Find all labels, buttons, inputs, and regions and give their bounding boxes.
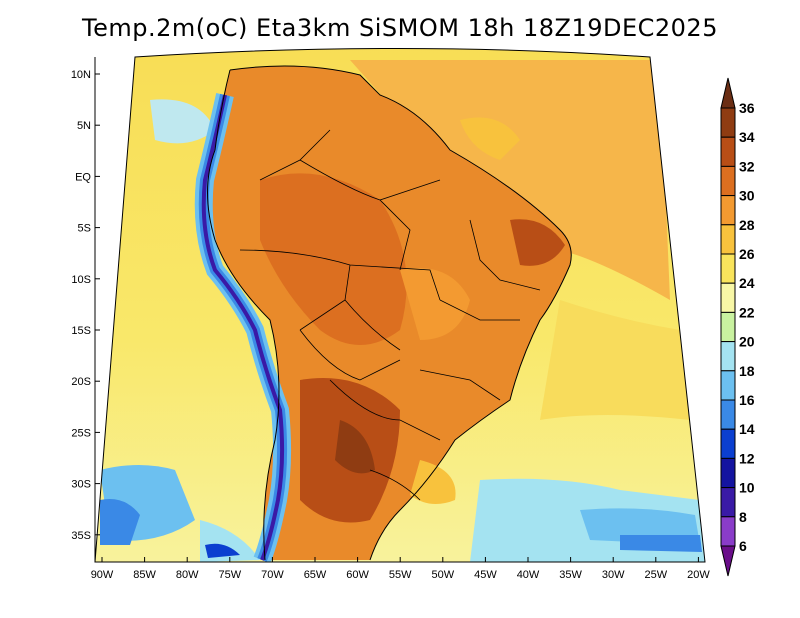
colorbar-label: 22 bbox=[739, 304, 755, 320]
colorbar-label: 6 bbox=[739, 538, 747, 554]
map-title: Temp.2m(oC) Eta3km SiSMOM 18h 18Z19DEC20… bbox=[82, 14, 718, 42]
colorbar-label: 26 bbox=[739, 246, 755, 262]
lon-tick-label: 45W bbox=[474, 569, 497, 581]
colorbar-segment bbox=[720, 165, 736, 197]
colorbar-segment bbox=[720, 253, 736, 284]
lon-tick-label: 75W bbox=[218, 569, 241, 581]
lon-tick-label: 35W bbox=[559, 569, 582, 581]
temperature-field bbox=[95, 48, 705, 562]
lat-tick-label: 30S bbox=[71, 479, 91, 491]
colorbar-segment bbox=[720, 195, 736, 226]
lat-tick-label: 5S bbox=[78, 223, 91, 235]
lat-tick-label: 35S bbox=[71, 530, 91, 542]
colorbar-segment bbox=[720, 370, 736, 401]
colorbar-bottom-arrow bbox=[720, 545, 736, 577]
latitude-axis: 10N 5N EQ 5S 10S 15S 20S 25S 30S 35S bbox=[71, 69, 100, 542]
lat-tick-label: 10N bbox=[71, 69, 91, 81]
colorbar-label: 30 bbox=[739, 188, 755, 204]
colorbar-segment bbox=[720, 457, 736, 489]
colorbar-label: 28 bbox=[739, 217, 755, 233]
longitude-axis: 90W 85W 80W 75W 70W 65W 60W 55W 50W 45W 40W 35W 30W 2… bbox=[91, 557, 710, 581]
lon-tick-label: 20W bbox=[687, 569, 710, 581]
lon-tick-label: 70W bbox=[261, 569, 284, 581]
lat-tick-label: 10S bbox=[71, 274, 91, 286]
lon-tick-label: 90W bbox=[91, 569, 114, 581]
lon-tick-label: 65W bbox=[304, 569, 327, 581]
colorbar-label: 36 bbox=[739, 100, 755, 116]
colorbar-label: 14 bbox=[739, 421, 755, 437]
lon-tick-label: 30W bbox=[602, 569, 625, 581]
colorbar-label: 8 bbox=[739, 509, 747, 525]
lon-tick-label: 80W bbox=[176, 569, 199, 581]
colorbar-top-arrow bbox=[720, 77, 736, 109]
colorbar-segment bbox=[720, 282, 736, 313]
colorbar-segment bbox=[720, 341, 736, 372]
colorbar-segment bbox=[720, 399, 736, 430]
lon-tick-label: 55W bbox=[389, 569, 412, 581]
lat-tick-label: 15S bbox=[71, 325, 91, 337]
lon-tick-label: 50W bbox=[431, 569, 454, 581]
colorbar-label: 24 bbox=[739, 275, 755, 291]
colorbar-label: 34 bbox=[739, 129, 755, 145]
colorbar-segment bbox=[720, 107, 736, 138]
lat-tick-label: 25S bbox=[71, 427, 91, 439]
colorbar-segment bbox=[720, 428, 736, 459]
lon-tick-label: 25W bbox=[644, 569, 667, 581]
lon-tick-label: 85W bbox=[133, 569, 156, 581]
colorbar: 36 34 32 30 28 26 24 22 20 18 16 14 12 10 8 6 bbox=[720, 77, 755, 577]
colorbar-label: 20 bbox=[739, 334, 755, 350]
colorbar-segment bbox=[720, 136, 736, 167]
lat-tick-label: 20S bbox=[71, 376, 91, 388]
colorbar-segment bbox=[720, 516, 736, 547]
colorbar-label: 12 bbox=[739, 450, 755, 466]
colorbar-label: 18 bbox=[739, 363, 755, 379]
colorbar-segment bbox=[720, 487, 736, 518]
colorbar-segment bbox=[720, 224, 736, 255]
colorbar-segment bbox=[720, 311, 736, 343]
lon-tick-label: 40W bbox=[517, 569, 540, 581]
lon-tick-label: 60W bbox=[346, 569, 369, 581]
colorbar-label: 10 bbox=[739, 480, 755, 496]
colorbar-label: 32 bbox=[739, 158, 755, 174]
lat-tick-label: 5N bbox=[77, 120, 91, 132]
colorbar-label: 16 bbox=[739, 392, 755, 408]
lat-tick-label: EQ bbox=[75, 171, 91, 183]
